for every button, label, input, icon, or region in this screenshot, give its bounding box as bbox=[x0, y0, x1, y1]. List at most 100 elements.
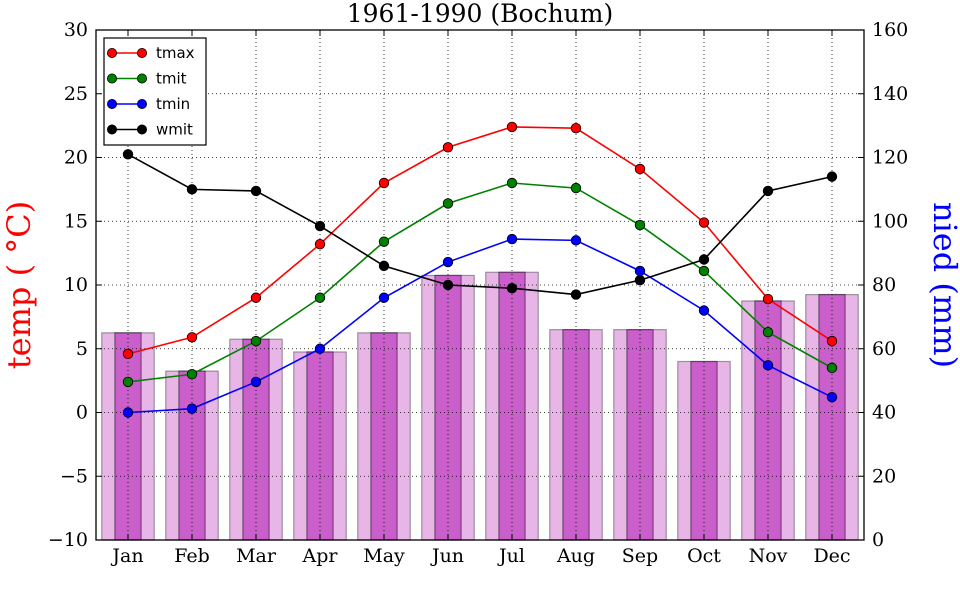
point-tmax-apr bbox=[314, 238, 326, 250]
y-left-tick-label-1: −5 bbox=[60, 465, 88, 487]
legend-marker-a-tmit bbox=[107, 73, 118, 84]
y-axis-right-label: nied (mm) bbox=[926, 202, 960, 368]
legend-marker-a-tmax bbox=[107, 48, 118, 59]
bar-narrow-nov bbox=[754, 300, 782, 541]
point-tmin-dec bbox=[826, 392, 838, 403]
tick-labels: Jan Feb Mar Apr May Jun Jul Aug Sep Oct Nov Dec −10 −… bbox=[48, 19, 908, 567]
point-tmax-feb bbox=[186, 332, 198, 343]
y-left-tick-label-7: 25 bbox=[64, 83, 88, 105]
point-tmin-nov bbox=[762, 360, 774, 371]
legend-marker-b-tmin bbox=[136, 99, 147, 110]
legend-marker-a-tmin bbox=[107, 99, 118, 110]
point-tmax-may bbox=[378, 177, 390, 189]
point-tmax-jan bbox=[122, 348, 134, 360]
line-wmit bbox=[127, 153, 833, 296]
point-tmit-dec bbox=[826, 362, 838, 374]
point-wmit-jun bbox=[442, 279, 454, 291]
bar-narrow-jun bbox=[434, 274, 462, 541]
legend-marker-b-tmit bbox=[136, 73, 147, 84]
point-wmit-jul bbox=[506, 282, 518, 294]
line-tmit bbox=[127, 182, 833, 383]
x-tick-label-sep: Sep bbox=[622, 545, 658, 567]
precipitation-bars bbox=[101, 271, 859, 541]
x-tick-label-nov: Nov bbox=[749, 545, 788, 567]
legend-marker-b-wmit bbox=[136, 124, 147, 135]
bar-narrow-may bbox=[370, 332, 398, 541]
point-tmin-apr bbox=[314, 343, 326, 354]
point-wmit-feb bbox=[186, 184, 198, 195]
line-tmax bbox=[127, 126, 833, 355]
point-tmin-jul bbox=[506, 233, 518, 245]
bar-narrow-mar bbox=[242, 338, 270, 541]
point-wmit-mar bbox=[250, 185, 262, 197]
point-wmit-apr bbox=[314, 220, 326, 232]
point-tmin-mar bbox=[250, 376, 262, 388]
temperature-lines bbox=[122, 121, 838, 418]
x-tick-label-dec: Dec bbox=[813, 545, 850, 567]
y-axis-left-label: temp ( °C) bbox=[0, 201, 38, 369]
x-tick-label-apr: Apr bbox=[302, 545, 339, 567]
legend: tmax tmit tmin wmit bbox=[103, 37, 207, 146]
point-wmit-nov bbox=[762, 185, 774, 197]
point-tmax-sep bbox=[634, 163, 646, 175]
legend-marker-a-wmit bbox=[107, 124, 118, 135]
y-right-tick-label-2: 40 bbox=[872, 402, 896, 424]
point-tmax-jul bbox=[506, 121, 518, 133]
y-right-tick-label-3: 60 bbox=[872, 338, 896, 360]
point-tmax-dec bbox=[826, 335, 838, 347]
x-tick-label-mar: Mar bbox=[236, 545, 277, 567]
x-tick-label-may: May bbox=[363, 545, 405, 567]
point-tmit-feb bbox=[186, 369, 198, 380]
y-right-tick-label-4: 80 bbox=[872, 274, 896, 296]
point-tmit-jan bbox=[122, 376, 134, 388]
y-left-tick-label-0: −10 bbox=[48, 529, 88, 551]
point-tmin-may bbox=[378, 292, 390, 303]
y-left-tick-label-6: 20 bbox=[64, 147, 88, 169]
legend-label-wmit: wmit bbox=[156, 121, 193, 139]
y-left-tick-label-3: 5 bbox=[76, 338, 88, 360]
y-right-tick-label-7: 140 bbox=[872, 83, 908, 105]
legend-label-tmit: tmit bbox=[156, 70, 187, 88]
point-tmit-nov bbox=[762, 326, 774, 338]
x-tick-label-feb: Feb bbox=[174, 545, 210, 567]
legend-marker-b-tmax bbox=[136, 48, 147, 59]
y-left-tick-label-2: 0 bbox=[76, 402, 88, 424]
point-tmin-oct bbox=[698, 305, 710, 316]
x-tick-label-jun: Jun bbox=[430, 545, 464, 567]
line-tmin bbox=[127, 238, 833, 414]
bar-narrow-apr bbox=[306, 351, 334, 541]
point-tmin-jan bbox=[122, 407, 134, 418]
legend-label-tmax: tmax bbox=[156, 44, 195, 62]
point-tmit-sep bbox=[634, 219, 646, 231]
point-tmit-apr bbox=[314, 292, 326, 303]
point-tmax-oct bbox=[698, 217, 710, 228]
y-right-tick-label-5: 100 bbox=[872, 210, 908, 232]
point-tmin-aug bbox=[570, 235, 582, 246]
x-tick-label-oct: Oct bbox=[687, 545, 721, 567]
point-wmit-dec bbox=[826, 171, 838, 182]
bar-narrow-jan bbox=[114, 332, 142, 541]
axes bbox=[95, 29, 865, 541]
y-right-tick-label-1: 20 bbox=[872, 465, 896, 487]
x-tick-label-jul: Jul bbox=[497, 545, 525, 567]
y-right-tick-label-8: 160 bbox=[872, 19, 908, 41]
point-wmit-oct bbox=[698, 254, 710, 265]
chart-title: 1961-1990 (Bochum) bbox=[347, 0, 613, 28]
y-right-tick-label-0: 0 bbox=[872, 529, 884, 551]
y-left-tick-label-8: 30 bbox=[64, 19, 88, 41]
legend-box bbox=[103, 37, 207, 146]
point-wmit-may bbox=[378, 260, 390, 272]
x-tick-label-aug: Aug bbox=[556, 545, 595, 567]
point-tmit-may bbox=[378, 236, 390, 247]
point-tmin-jun bbox=[442, 256, 454, 268]
point-wmit-jan bbox=[122, 149, 134, 160]
point-tmit-jul bbox=[506, 177, 518, 189]
y-right-tick-label-6: 120 bbox=[872, 147, 908, 169]
x-tick-label-jan: Jan bbox=[110, 545, 143, 567]
y-left-tick-label-4: 10 bbox=[64, 274, 88, 296]
point-tmax-aug bbox=[570, 122, 582, 134]
point-tmax-mar bbox=[250, 292, 262, 303]
point-tmax-jun bbox=[442, 142, 454, 153]
grid-lines bbox=[96, 30, 864, 540]
